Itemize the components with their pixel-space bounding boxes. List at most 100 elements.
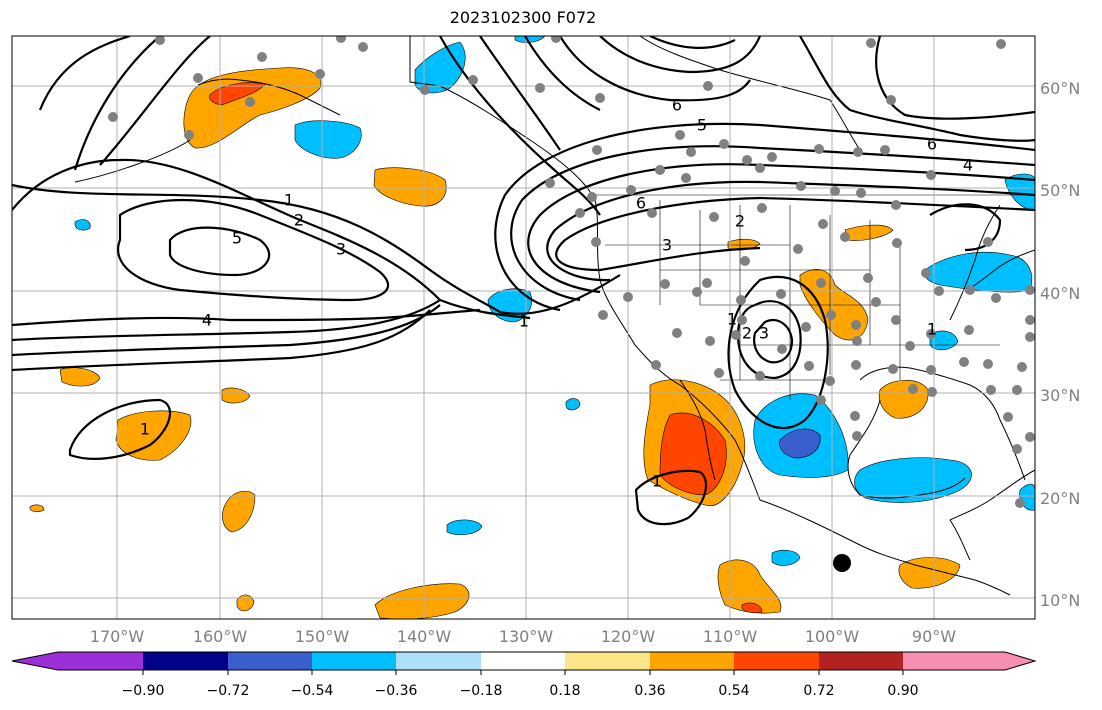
colorbar-segment xyxy=(734,652,819,670)
contour-trough-5 xyxy=(494,122,1035,312)
colorbar-segment xyxy=(143,652,228,670)
shade-blue-gulf xyxy=(294,120,362,159)
contour-low-3 xyxy=(753,319,794,364)
contour-label: 4 xyxy=(202,311,212,330)
colorbar-tick-labels: −0.90 −0.72 −0.54 −0.36 −0.18 0.18 0.36 … xyxy=(122,683,919,699)
contour-ridge-3 xyxy=(524,36,601,111)
lon-label: 140°W xyxy=(397,627,452,646)
map-title: 2023102300 F072 xyxy=(449,8,597,27)
lon-label: 120°W xyxy=(601,627,656,646)
colorbar-segments xyxy=(12,652,1035,670)
contour-label-group: 1 2 5 3 4 1 1 6 5 6 4 6 2 3 1 2 3 1 1 xyxy=(140,96,973,491)
contour-label: 1 xyxy=(519,312,529,331)
shade-orange-pac8 xyxy=(236,594,255,612)
colorbar-ticks xyxy=(142,670,904,675)
colorbar-segment xyxy=(565,652,650,670)
storm-marker xyxy=(833,554,851,572)
station-dots xyxy=(108,36,1035,508)
contour-north-1 xyxy=(799,36,1035,142)
contour-baja xyxy=(634,469,708,526)
contour-low-1 xyxy=(727,275,829,430)
lat-label: 10°N xyxy=(1040,591,1080,610)
colorbar-extend-high xyxy=(1005,652,1035,670)
shade-darkblue-mexico xyxy=(779,428,821,459)
shade-blue-south xyxy=(771,549,801,566)
contour-cutoff xyxy=(68,398,171,460)
contour-ridge-4 xyxy=(559,36,751,102)
shade-orange-pac5 xyxy=(221,387,251,404)
lat-label: 20°N xyxy=(1040,489,1080,508)
contour-east xyxy=(929,203,1002,252)
colorbar-segment xyxy=(903,652,1005,670)
lat-label: 40°N xyxy=(1040,284,1080,303)
lon-label: 170°W xyxy=(90,627,145,646)
lon-label: 90°W xyxy=(912,627,956,646)
contour-pac-4 xyxy=(168,226,271,277)
contour-label: 1 xyxy=(727,310,737,329)
lon-label: 110°W xyxy=(703,627,758,646)
contour-pac-2 xyxy=(12,158,531,320)
colorbar-tick-label: 0.36 xyxy=(634,683,665,699)
shade-blue-pac9 xyxy=(446,519,483,535)
contour-trough-2 xyxy=(546,180,1035,282)
colorbar-tick-label: −0.90 xyxy=(122,683,165,699)
contour-pac-6 xyxy=(12,299,441,342)
contour-trough-4 xyxy=(510,145,1035,302)
colorbar-tick-label: 0.54 xyxy=(718,683,749,699)
contour-label: 1 xyxy=(927,320,937,339)
map-panel: 1 2 5 3 4 1 1 6 5 6 4 6 2 3 1 2 3 1 1 xyxy=(12,36,1035,619)
shade-blue-tiny1 xyxy=(565,398,581,411)
contour-label: 6 xyxy=(927,135,937,154)
lon-label: 150°W xyxy=(295,627,350,646)
colorbar-tick-label: 0.72 xyxy=(803,683,834,699)
colorbar-tick-label: −0.54 xyxy=(291,683,334,699)
contours xyxy=(12,36,1035,526)
graticule xyxy=(12,36,1035,619)
shade-blue-tiny2 xyxy=(74,219,91,231)
contour-ridge-5 xyxy=(599,36,762,74)
colorbar: −0.90 −0.72 −0.54 −0.36 −0.18 0.18 0.36 … xyxy=(11,651,1037,699)
colorbar-segment xyxy=(312,652,396,670)
lon-label: 130°W xyxy=(499,627,554,646)
shade-orange-plains xyxy=(844,224,894,241)
shade-orange-midwest xyxy=(799,268,869,341)
colorbar-tick-label: 0.18 xyxy=(549,683,580,699)
contour-low-2 xyxy=(736,300,802,380)
colorbar-tick-label: 0.90 xyxy=(887,683,918,699)
longitude-labels: 170°W 160°W 150°W 140°W 130°W 120°W 110°… xyxy=(90,627,956,646)
contour-label: 3 xyxy=(759,324,769,343)
colorbar-extend-low xyxy=(12,652,58,670)
contour-label: 5 xyxy=(697,116,707,135)
colorbar-segment xyxy=(396,652,481,670)
contour-w1 xyxy=(38,36,131,111)
contour-label: 2 xyxy=(294,211,304,230)
lat-label: 60°N xyxy=(1040,79,1080,98)
shade-red-alaska xyxy=(209,82,266,106)
map-frame xyxy=(11,35,1036,620)
colorbar-segment xyxy=(481,652,565,670)
contour-w3 xyxy=(99,36,211,166)
shade-orange-pac1 xyxy=(373,167,447,207)
shade-blue-gulf-south xyxy=(854,457,972,503)
contour-pac-7 xyxy=(12,304,441,357)
colorbar-tick-label: −0.36 xyxy=(375,683,418,699)
shade-orange-alaska xyxy=(183,67,322,149)
shaded-fields xyxy=(29,36,1035,619)
colorbar-segment xyxy=(228,652,312,670)
contour-label: 5 xyxy=(232,229,242,248)
contour-label: 4 xyxy=(963,156,973,175)
colorbar-tick-label: −0.18 xyxy=(460,683,503,699)
shade-red-south xyxy=(741,602,763,614)
contour-label: 6 xyxy=(672,96,682,115)
contour-pac-8 xyxy=(12,309,431,372)
colorbar-segment xyxy=(819,652,903,670)
contour-label: 2 xyxy=(742,324,752,343)
shade-orange-south xyxy=(717,559,782,614)
lat-label: 50°N xyxy=(1040,181,1080,200)
contour-label: 3 xyxy=(336,240,346,259)
contour-ridge-1 xyxy=(439,36,601,216)
contour-pac-1 xyxy=(12,183,621,315)
contour-pac-3 xyxy=(117,198,389,302)
colorbar-segment xyxy=(650,652,734,670)
